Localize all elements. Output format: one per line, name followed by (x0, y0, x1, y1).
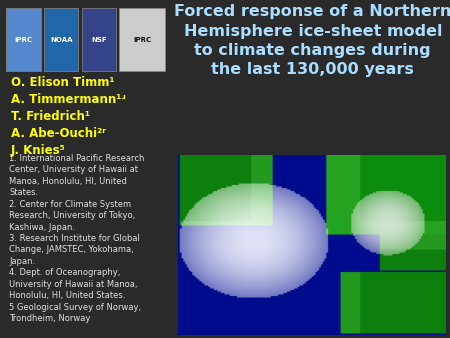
Text: NOAA: NOAA (50, 37, 72, 43)
Text: A. Abe-Ouchi²ʳ: A. Abe-Ouchi²ʳ (11, 127, 106, 140)
Text: A. Timmermann¹ʴ: A. Timmermann¹ʴ (11, 93, 125, 106)
Bar (6, 8, 40, 71)
Bar (82, 8, 116, 71)
Text: T. Friedrich¹: T. Friedrich¹ (11, 110, 90, 123)
Bar (44, 8, 78, 71)
Text: Forced response of a Northern
Hemisphere ice-sheet model
to climate changes duri: Forced response of a Northern Hemisphere… (174, 4, 450, 77)
Text: IPRC: IPRC (14, 37, 32, 43)
Bar (120, 8, 166, 71)
Text: 1. International Pacific Research
Center, University of Hawaii at
Manoa, Honolul: 1. International Pacific Research Center… (9, 154, 145, 323)
Text: J. Knies⁵: J. Knies⁵ (11, 144, 66, 157)
Text: iPRC: iPRC (133, 37, 152, 43)
Text: NSF: NSF (91, 37, 107, 43)
Text: O. Elison Timm¹: O. Elison Timm¹ (11, 76, 115, 89)
